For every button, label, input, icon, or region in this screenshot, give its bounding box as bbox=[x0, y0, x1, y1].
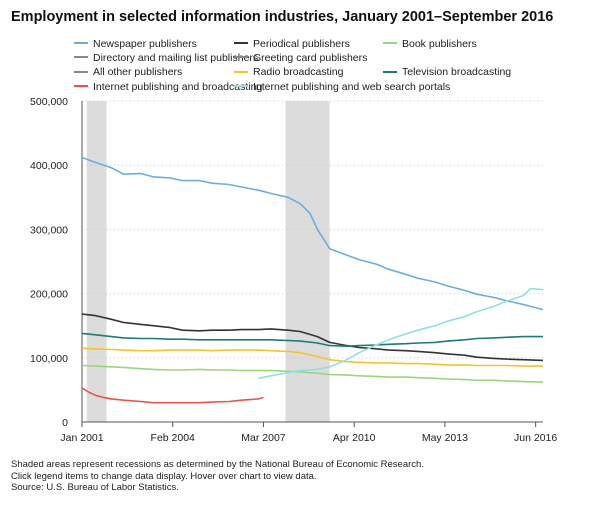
y-tick-label: 100,000 bbox=[30, 353, 68, 365]
x-tick-label: Feb 2004 bbox=[151, 432, 196, 444]
legend-item-3[interactable]: Book publishers bbox=[383, 38, 477, 50]
legend-item-6[interactable]: All other publishers bbox=[74, 66, 182, 78]
legend-item-1[interactable]: Newspaper publishers bbox=[74, 38, 197, 50]
legend-swatch bbox=[234, 56, 248, 59]
y-tick-label: 500,000 bbox=[30, 96, 68, 108]
chart-title: Employment in selected information indus… bbox=[11, 9, 554, 25]
series-line-8[interactable] bbox=[81, 332, 543, 348]
series-line-2[interactable] bbox=[81, 313, 544, 362]
legend-swatch bbox=[234, 84, 248, 87]
legend-swatch bbox=[234, 42, 248, 45]
legend-swatch bbox=[74, 84, 88, 87]
footnotes: Shaded areas represent recessions as det… bbox=[11, 459, 424, 494]
recession-band-1 bbox=[86, 101, 107, 422]
legend-label: Directory and mailing list publishers bbox=[93, 52, 259, 65]
line-chart[interactable]: 0 100,000 200,000 300,000 400,000 500,000 Jan … bbox=[0, 0, 589, 455]
y-tick-label: 400,000 bbox=[30, 160, 68, 172]
legend-item-7[interactable]: Radio broadcasting bbox=[234, 66, 343, 78]
legend-swatch bbox=[383, 70, 397, 73]
legend-label: Newspaper publishers bbox=[93, 38, 197, 50]
legend-swatch bbox=[74, 56, 88, 59]
legend-item-10[interactable]: Internet publishing and web search porta… bbox=[234, 81, 450, 93]
series-line-3[interactable] bbox=[81, 364, 544, 383]
x-tick-label: Jun 2016 bbox=[514, 432, 557, 444]
y-tick-label: 300,000 bbox=[30, 224, 68, 236]
series-line-1[interactable] bbox=[81, 156, 544, 311]
footnote-source: Source: U.S. Bureau of Labor Statistics. bbox=[11, 482, 179, 493]
legend-label: Television broadcasting bbox=[402, 66, 512, 79]
footnote-recession: Shaded areas represent recessions as det… bbox=[11, 459, 424, 470]
legend-label: Greeting card publishers bbox=[253, 52, 368, 65]
legend-label: Radio broadcasting bbox=[253, 66, 344, 79]
y-tick-label: 200,000 bbox=[30, 289, 68, 301]
chart-legend: Newspaper publishers Periodical publisher… bbox=[74, 38, 574, 98]
series-line-9[interactable] bbox=[81, 387, 264, 404]
legend-label: Internet publishing and broadcasting bbox=[93, 80, 263, 93]
legend-item-9[interactable]: Internet publishing and broadcasting bbox=[74, 81, 262, 93]
legend-swatch bbox=[74, 70, 88, 73]
y-tick-label: 0 bbox=[62, 417, 68, 429]
legend-label: All other publishers bbox=[93, 66, 183, 79]
x-tick-label: Jan 2001 bbox=[60, 432, 103, 444]
series-line-10[interactable] bbox=[258, 287, 544, 380]
legend-label: Book publishers bbox=[402, 38, 477, 50]
footnote-instructions: Click legend items to change data displa… bbox=[11, 470, 317, 482]
legend-item-8[interactable]: Television broadcasting bbox=[383, 66, 511, 78]
x-tick-label: Apr 2010 bbox=[333, 432, 376, 444]
x-tick-label: May 2013 bbox=[422, 432, 468, 444]
legend-swatch bbox=[234, 70, 248, 73]
x-tick-label: Mar 2007 bbox=[241, 432, 286, 444]
legend-label: Periodical publishers bbox=[253, 38, 350, 50]
legend-item-2[interactable]: Periodical publishers bbox=[234, 38, 350, 50]
legend-item-4[interactable]: Directory and mailing list publishers bbox=[74, 52, 258, 64]
legend-swatch bbox=[74, 42, 88, 45]
series-line-7[interactable] bbox=[81, 347, 543, 367]
legend-item-5[interactable]: Greeting card publishers bbox=[234, 52, 367, 64]
legend-label: Internet publishing and web search porta… bbox=[253, 80, 451, 93]
legend-swatch bbox=[383, 42, 397, 45]
